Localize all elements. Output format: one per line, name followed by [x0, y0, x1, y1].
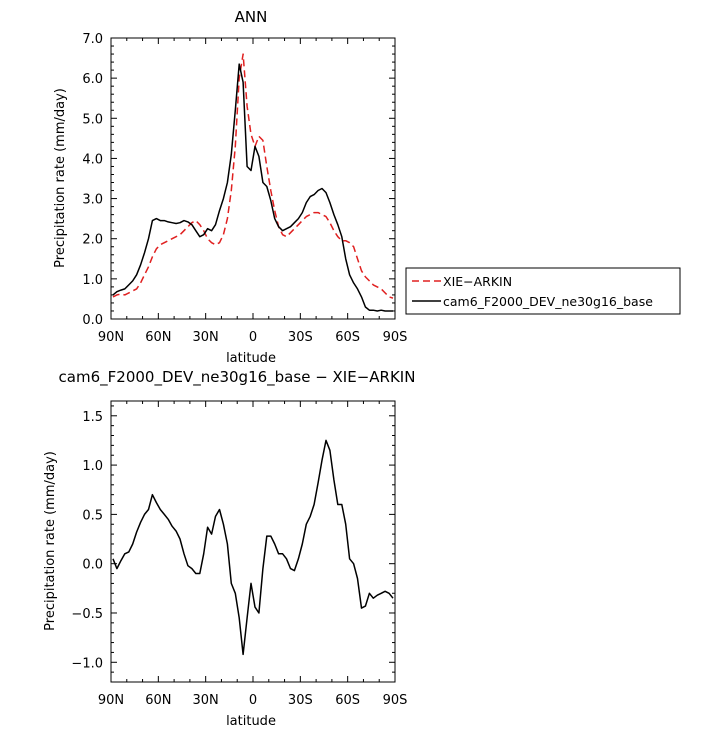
top-y-axis-label: Precipitation rate (mm/day): [53, 88, 68, 268]
top-ytick-label: 7.0: [82, 32, 103, 47]
bottom-ytick-label: −1.0: [71, 656, 103, 671]
legend-label-xie-arkin: XIE−ARKIN: [443, 274, 512, 289]
bottom-y-ticks: −1.0 −0.5 0.0 0.5 1.0 1.5: [71, 405, 395, 683]
top-plot-frame: [110, 37, 396, 320]
top-chart-panel: ANN 0.0 1.0 2.0 3.0 4.0 5.0 6.0 7.0 90N 60N 30N 0 3…: [53, 8, 407, 366]
bottom-xtick-label: 0: [249, 693, 257, 708]
bottom-x-axis-label: latitude: [226, 714, 276, 729]
top-ytick-label: 1.0: [82, 273, 103, 288]
bottom-ytick-label: 0.5: [82, 508, 103, 523]
top-series-line-1: [112, 63, 393, 312]
top-xtick-label: 90S: [383, 330, 408, 345]
top-xtick-label: 30S: [288, 330, 313, 345]
bottom-ytick-label: 0.0: [82, 558, 103, 573]
bottom-xtick-label: 60S: [335, 693, 360, 708]
top-ytick-label: 3.0: [82, 193, 103, 208]
bottom-chart-panel: cam6_F2000_DEV_ne30g16_base − XIE−ARKIN …: [43, 368, 415, 729]
bottom-xtick-label: 30S: [288, 693, 313, 708]
top-x-ticks: 90N 60N 30N 0 30S 60S 90S: [98, 38, 408, 345]
top-xtick-label: 0: [249, 330, 257, 345]
top-ytick-label: 6.0: [82, 72, 103, 87]
legend: XIE−ARKIN cam6_F2000_DEV_ne30g16_base: [405, 267, 681, 315]
top-ytick-label: 5.0: [82, 112, 103, 127]
bottom-ytick-label: −0.5: [71, 607, 103, 622]
bottom-xtick-label: 60N: [145, 693, 171, 708]
bottom-plot-frame: [110, 400, 396, 683]
top-y-ticks: 0.0 1.0 2.0 3.0 4.0 5.0 6.0 7.0: [82, 32, 395, 328]
legend-box: [405, 267, 681, 315]
bottom-xtick-label: 30N: [193, 693, 219, 708]
bottom-ytick-label: 1.0: [82, 459, 103, 474]
top-ytick-label: 2.0: [82, 233, 103, 248]
legend-label-cam6: cam6_F2000_DEV_ne30g16_base: [443, 294, 653, 309]
top-ytick-label: 4.0: [82, 152, 103, 167]
top-x-axis-label: latitude: [226, 351, 276, 366]
top-series-line-0: [112, 53, 394, 299]
top-series-lines: [112, 53, 394, 312]
bottom-series-lines: [112, 439, 394, 656]
top-ytick-label: 0.0: [82, 313, 103, 328]
bottom-chart-title: cam6_F2000_DEV_ne30g16_base − XIE−ARKIN: [59, 368, 416, 387]
bottom-series-line-0: [112, 439, 394, 656]
top-xtick-label: 60N: [145, 330, 171, 345]
bottom-y-axis-label: Precipitation rate (mm/day): [43, 451, 58, 631]
top-xtick-label: 90N: [98, 330, 124, 345]
bottom-xtick-label: 90S: [383, 693, 408, 708]
bottom-x-ticks: 90N 60N 30N 0 30S 60S 90S: [98, 401, 408, 708]
bottom-xtick-label: 90N: [98, 693, 124, 708]
top-xtick-label: 60S: [335, 330, 360, 345]
top-chart-title: ANN: [235, 8, 268, 26]
top-xtick-label: 30N: [193, 330, 219, 345]
bottom-ytick-label: 1.5: [82, 410, 103, 425]
